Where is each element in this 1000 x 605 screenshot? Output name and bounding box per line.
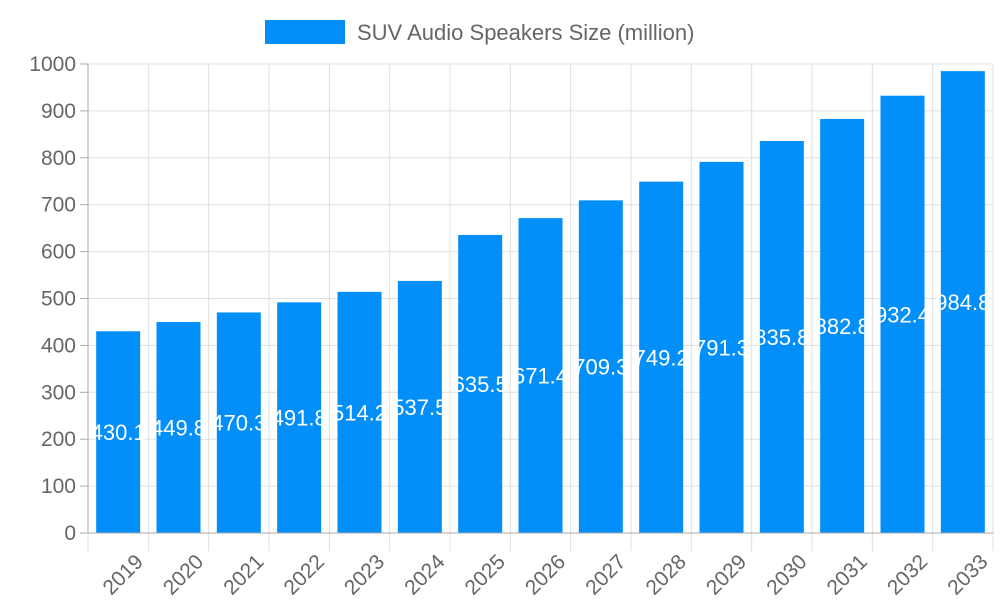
y-tick-label: 300 xyxy=(41,381,76,404)
x-tick-label: 2027 xyxy=(581,550,630,599)
bar xyxy=(820,118,865,533)
y-tick-label: 100 xyxy=(41,475,76,498)
bar xyxy=(639,181,684,534)
data-label: 984.8 xyxy=(935,290,990,315)
x-tick-label: 2023 xyxy=(340,550,389,599)
x-tick-label: 2019 xyxy=(99,550,148,599)
data-label: 491.8 xyxy=(272,406,327,431)
data-label: 449.8 xyxy=(151,416,206,441)
legend-swatch xyxy=(265,20,345,44)
x-tick-label: 2032 xyxy=(883,550,932,599)
y-tick-label: 200 xyxy=(41,428,76,451)
y-tick-label: 700 xyxy=(41,194,76,217)
x-tick-label: 2030 xyxy=(762,550,811,599)
data-label: 882.8 xyxy=(815,314,870,339)
bar xyxy=(940,71,985,534)
x-tick-label: 2029 xyxy=(702,550,751,599)
y-tick-label: 500 xyxy=(41,288,76,311)
y-tick-label: 800 xyxy=(41,147,76,170)
data-label: 932.4 xyxy=(875,302,930,327)
legend-label: SUV Audio Speakers Size (million) xyxy=(357,20,694,45)
y-tick-label: 900 xyxy=(41,100,76,123)
y-tick-label: 600 xyxy=(41,241,76,264)
data-label: 470.3 xyxy=(211,411,266,436)
bar xyxy=(518,218,563,533)
x-tick-label: 2031 xyxy=(823,550,872,599)
bar xyxy=(277,302,322,533)
x-tick-label: 2022 xyxy=(280,550,329,599)
x-tick-label: 2020 xyxy=(159,550,208,599)
bar xyxy=(458,234,503,533)
data-label: 835.8 xyxy=(754,325,809,350)
data-label: 791.3 xyxy=(694,335,749,360)
bar xyxy=(578,200,623,533)
y-tick-label: 0 xyxy=(64,522,76,545)
x-tick-label: 2024 xyxy=(400,550,450,600)
bars xyxy=(96,71,985,534)
y-tick-label: 400 xyxy=(41,334,76,357)
data-label: 635.5 xyxy=(453,372,508,397)
data-label: 709.3 xyxy=(573,355,628,380)
bar xyxy=(156,322,201,533)
bar xyxy=(216,312,261,533)
bar xyxy=(699,161,744,533)
data-label: 430.1 xyxy=(91,420,146,445)
x-tick-label: 2026 xyxy=(521,550,570,599)
bar xyxy=(337,291,382,533)
bar xyxy=(880,95,925,533)
x-tick-label: 2021 xyxy=(219,550,268,599)
y-tick-label: 1000 xyxy=(29,53,76,76)
legend[interactable]: SUV Audio Speakers Size (million) xyxy=(265,20,694,45)
x-tick-label: 2028 xyxy=(642,550,691,599)
x-tick-label: 2033 xyxy=(943,550,992,599)
bar xyxy=(759,141,804,533)
data-label: 749.2 xyxy=(634,345,689,370)
data-label: 514.2 xyxy=(332,400,387,425)
bar xyxy=(397,280,442,533)
data-label: 671.4 xyxy=(513,364,568,389)
bar xyxy=(96,331,141,533)
data-label: 537.5 xyxy=(392,395,447,420)
x-tick-label: 2025 xyxy=(461,550,510,599)
